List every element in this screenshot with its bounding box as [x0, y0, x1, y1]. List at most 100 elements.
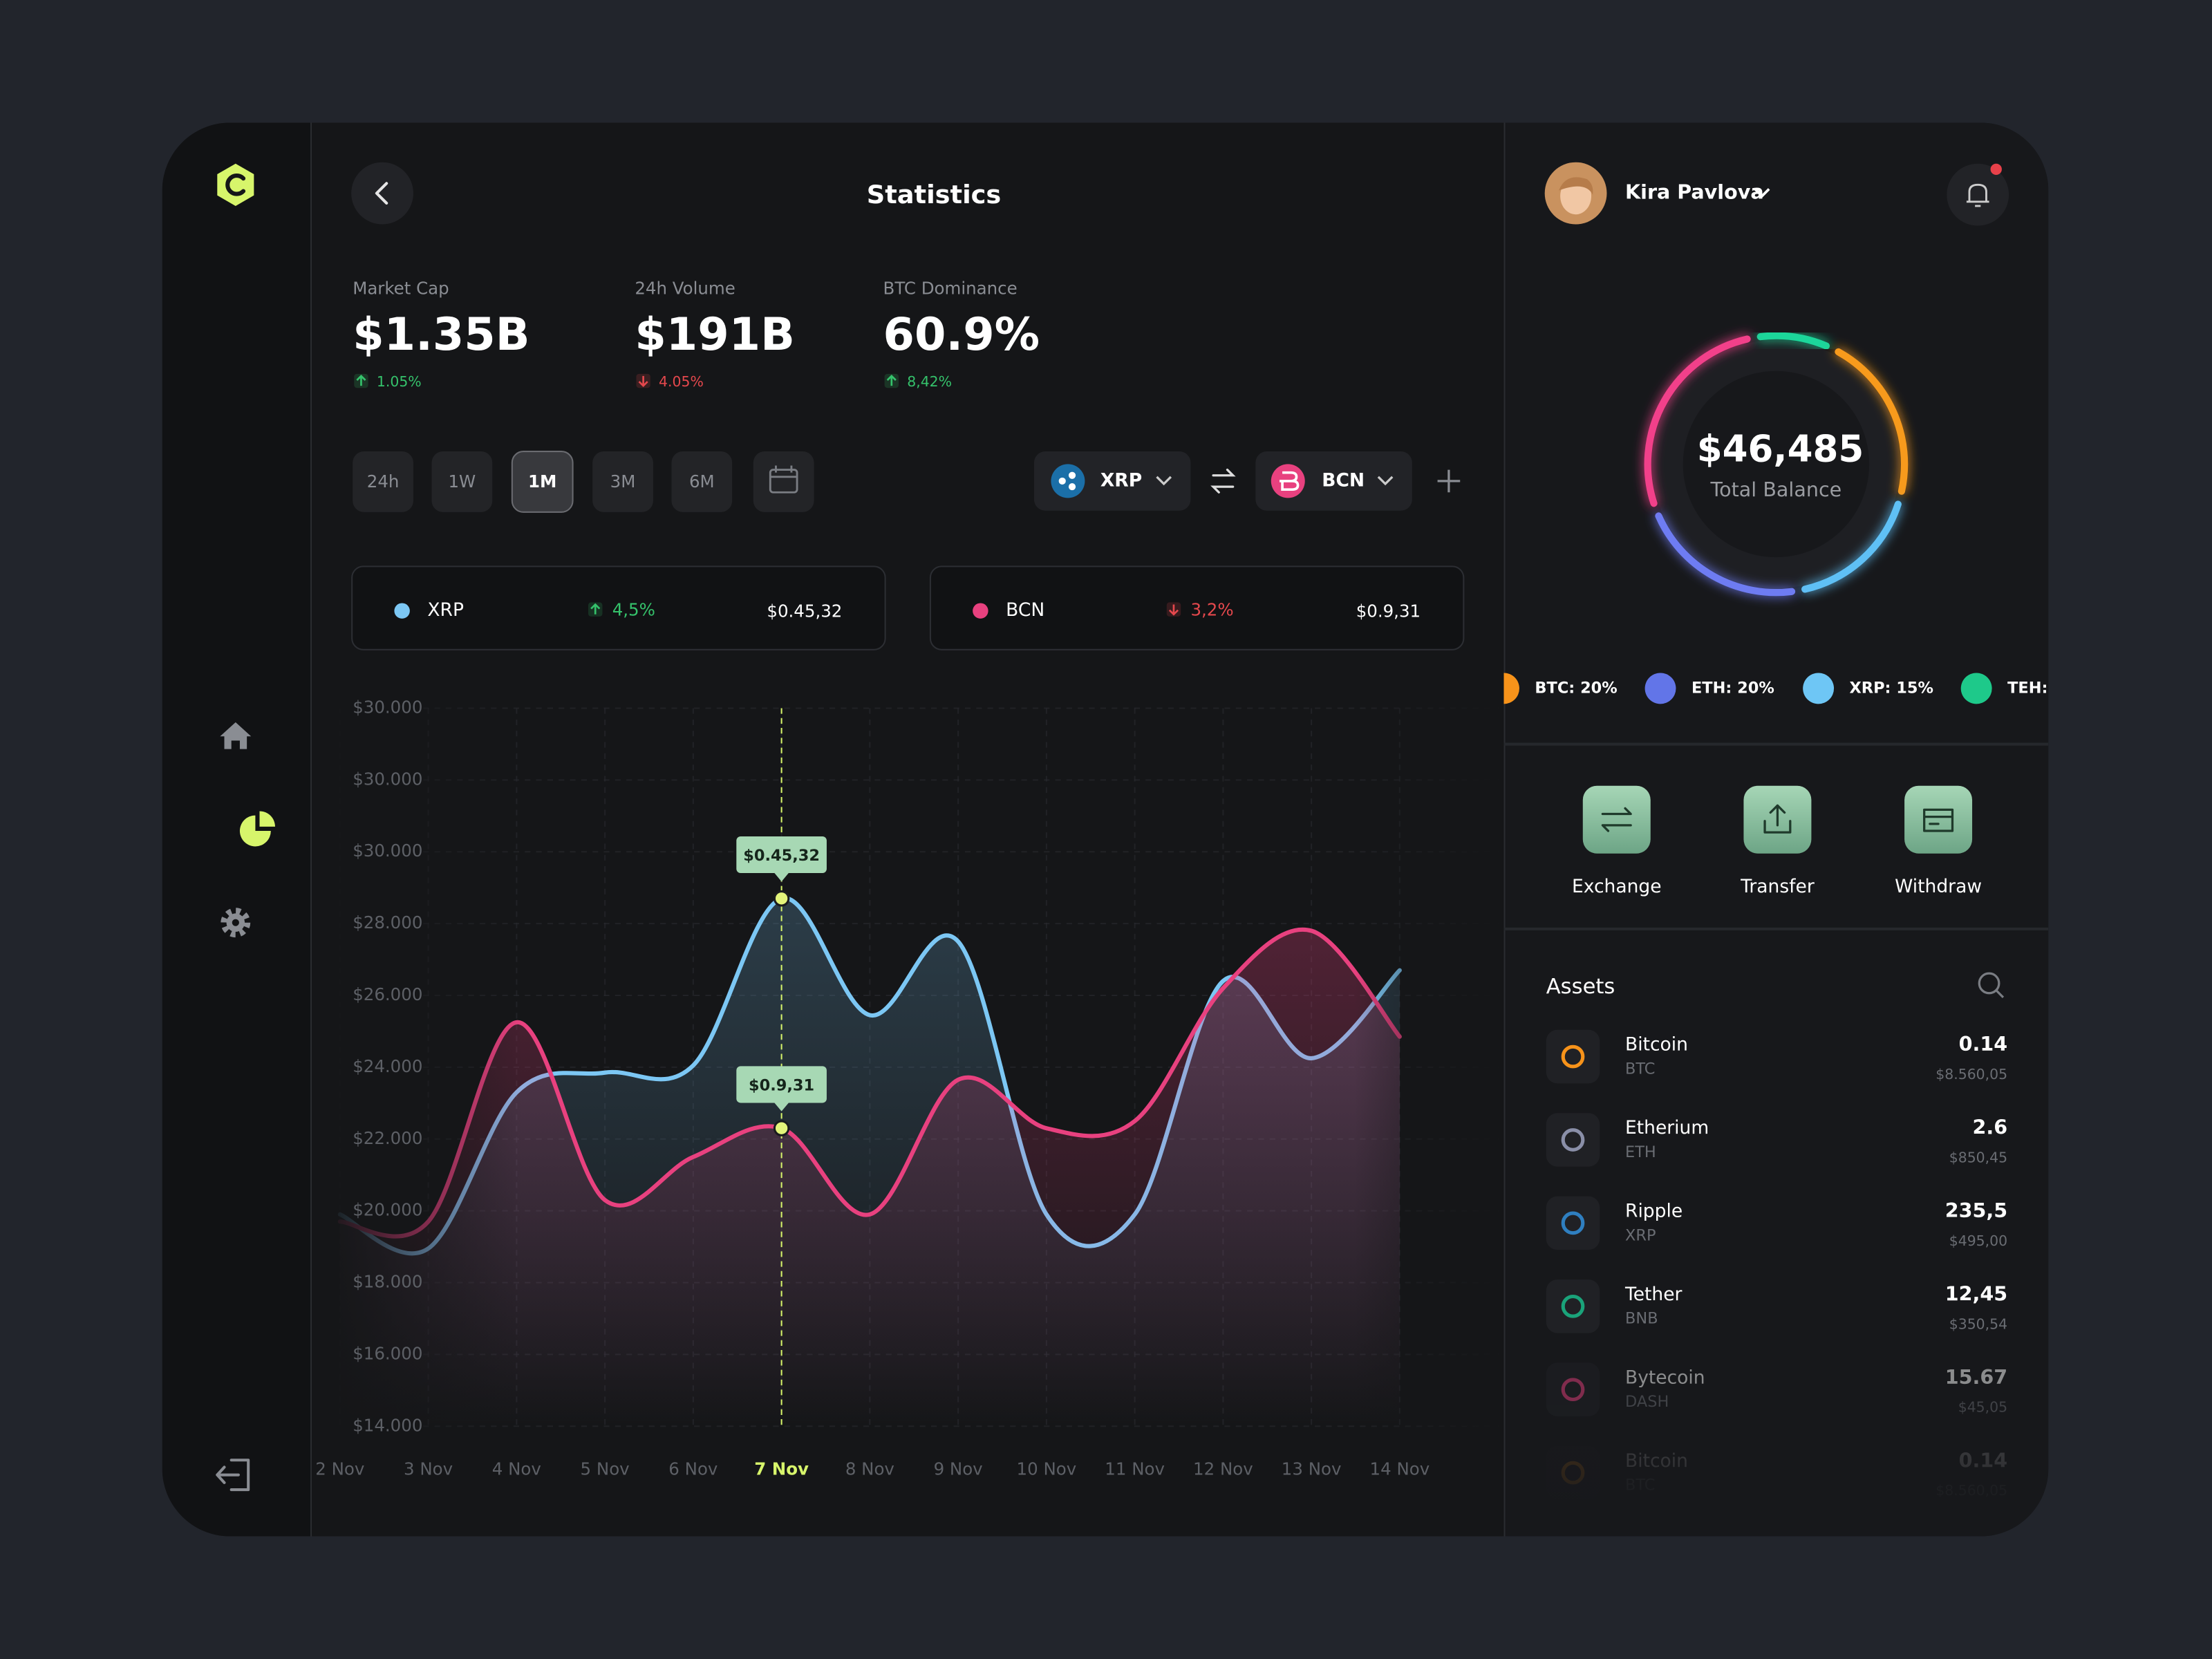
asset-name: Bytecoin: [1625, 1367, 1705, 1388]
highlight-dot: [773, 1120, 790, 1136]
swap-icon[interactable]: [1210, 468, 1236, 494]
asset-icon: [1561, 1128, 1585, 1152]
assets-fade: [1505, 1410, 2049, 1537]
legend-label: XRP: 15%: [1850, 679, 1934, 697]
asset-amount: 12,45: [1945, 1282, 2007, 1305]
x-tick-label: 10 Nov: [1017, 1459, 1077, 1479]
ticker-change: 3,2%: [1190, 600, 1233, 620]
asset-icon: [1561, 1294, 1585, 1318]
asset-value: $850,45: [1949, 1150, 2007, 1166]
add-button[interactable]: [1437, 469, 1461, 493]
x-tick-label: 7 Nov: [754, 1459, 809, 1479]
ring-segment: [1756, 332, 1830, 350]
action-bg: [1582, 785, 1651, 854]
ring-segment: [1655, 512, 1796, 597]
asset-icon-bg: [1546, 1362, 1600, 1416]
stats-icon[interactable]: [239, 811, 275, 847]
asset-icon-bg: [1546, 1029, 1600, 1084]
legend-label: BTC: 20%: [1535, 679, 1617, 697]
period-label: 3M: [610, 471, 636, 491]
chevron: [1377, 476, 1394, 486]
tooltip-label: $0.45,32: [743, 847, 820, 865]
user-chevron: [1754, 188, 1770, 198]
notification-dot: [1990, 163, 2002, 176]
arrow: [590, 603, 601, 615]
y-tick-label: $26.000: [353, 984, 422, 1004]
legend-icon: [1960, 673, 1992, 704]
ticker-dot: [394, 603, 410, 619]
calendar-button[interactable]: [753, 451, 814, 512]
highlight-dot: [773, 890, 790, 907]
ticker-card: [351, 565, 886, 650]
x-tick-label: 13 Nov: [1282, 1459, 1342, 1479]
gear-hole: [232, 919, 239, 926]
arrow: [1168, 604, 1179, 616]
period-button[interactable]: 1M: [511, 451, 574, 513]
ring-legend: BTC: 20% ETH: 20% XRP: 15% TEH:: [1503, 673, 2047, 704]
period-label: 24h: [367, 471, 400, 491]
ticker-change: 4,5%: [612, 600, 655, 620]
action-button[interactable]: Withdraw: [1895, 785, 1982, 897]
fade-right: [1354, 677, 1499, 1439]
settings-icon[interactable]: [221, 908, 251, 938]
period-button[interactable]: 1W: [431, 451, 493, 512]
user-name[interactable]: Kira Pavlova: [1625, 180, 1764, 204]
asset-row[interactable]: Etherium ETH 2.6 $850,45: [1546, 1113, 2007, 1167]
stat-change: 1.05%: [377, 373, 422, 390]
period-button[interactable]: 3M: [592, 451, 653, 512]
legend-label: TEH:: [2007, 679, 2047, 697]
pie-slice: [259, 811, 275, 827]
calendar-icon: [769, 465, 798, 494]
asset-icon-bg: [1546, 1113, 1600, 1167]
asset-row[interactable]: Tether BNB 12,45 $350,54: [1546, 1280, 2007, 1333]
x-tick-label: 2 Nov: [315, 1459, 364, 1479]
asset-value: $350,54: [1949, 1315, 2007, 1332]
xrp-icon: [1051, 464, 1085, 498]
y-tick-label: $20.000: [353, 1200, 422, 1220]
asset-row[interactable]: Ripple XRP 235,5 $495,00: [1546, 1196, 2007, 1250]
ring-segment: [1835, 348, 1909, 495]
logout-icon[interactable]: [216, 1459, 250, 1492]
bcn-glyph: [1280, 471, 1300, 491]
x-tick-label: 14 Nov: [1370, 1459, 1430, 1479]
y-tick-label: $24.000: [353, 1056, 422, 1076]
search-icon[interactable]: [1978, 972, 2005, 999]
avatar-fringe: [1559, 177, 1593, 195]
asset-row[interactable]: Bitcoin BTC 0.14 $8.560,05: [1546, 1029, 2007, 1084]
y-tick-label: $30.000: [353, 769, 422, 789]
asset-icon: [1561, 1044, 1585, 1069]
action-button[interactable]: Exchange: [1572, 785, 1662, 897]
period-button[interactable]: 6M: [671, 451, 733, 512]
logo-glyph: [225, 174, 246, 196]
ring-segment: [1644, 335, 1751, 507]
plot: [324, 677, 1499, 1439]
tooltip-label: $0.9,31: [749, 1076, 814, 1094]
notifications-button[interactable]: [1947, 163, 2009, 226]
stat-value: $1.35B: [353, 308, 529, 361]
asset-name: Bitcoin: [1625, 1034, 1688, 1056]
back-button[interactable]: [351, 162, 413, 225]
arrow: [216, 1465, 240, 1484]
x-tick-label: 9 Nov: [934, 1459, 983, 1479]
asset-value: $8.560,05: [1936, 1066, 2007, 1082]
period-button[interactable]: 24h: [353, 451, 413, 512]
action-label: Transfer: [1740, 876, 1815, 897]
logo[interactable]: [217, 163, 254, 206]
asset-symbol: XRP: [1625, 1226, 1656, 1244]
tooltip: [736, 1066, 827, 1103]
period-bg: [353, 451, 413, 512]
ring-segment: [1801, 500, 1902, 593]
ticker-name: BCN: [1006, 599, 1044, 621]
asset-icon: [1561, 1378, 1585, 1402]
ring-track: [1651, 339, 1900, 589]
home-icon[interactable]: [220, 722, 252, 749]
avatar[interactable]: [1544, 162, 1607, 225]
sidebar: [162, 122, 310, 1537]
action-button[interactable]: Transfer: [1740, 785, 1815, 897]
pair-label: XRP: [1100, 469, 1142, 491]
x-tick-label: 4 Nov: [492, 1459, 541, 1479]
balance-label: Total Balance: [1710, 478, 1842, 501]
ticker-dot: [973, 603, 988, 619]
